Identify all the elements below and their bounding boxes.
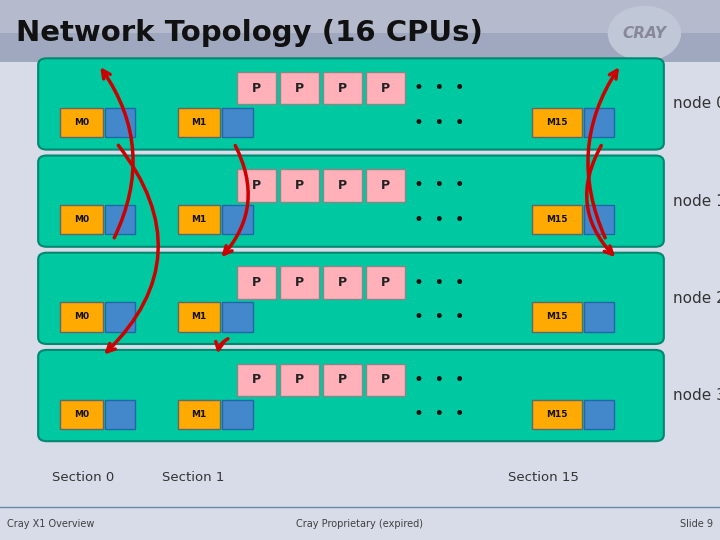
FancyBboxPatch shape xyxy=(178,400,220,429)
FancyBboxPatch shape xyxy=(532,108,582,137)
FancyBboxPatch shape xyxy=(584,205,614,234)
Text: Section 15: Section 15 xyxy=(508,471,579,484)
FancyBboxPatch shape xyxy=(366,266,405,299)
Text: Section 0: Section 0 xyxy=(52,471,114,484)
Text: P: P xyxy=(295,82,304,95)
FancyBboxPatch shape xyxy=(584,400,614,429)
FancyBboxPatch shape xyxy=(60,400,103,429)
FancyBboxPatch shape xyxy=(584,108,614,137)
FancyBboxPatch shape xyxy=(38,350,664,441)
Text: Section 1: Section 1 xyxy=(162,471,224,484)
FancyBboxPatch shape xyxy=(323,72,362,105)
Text: P: P xyxy=(382,373,390,387)
FancyBboxPatch shape xyxy=(222,205,253,234)
FancyBboxPatch shape xyxy=(237,169,276,201)
Text: •  •  •: • • • xyxy=(414,308,464,326)
Text: P: P xyxy=(252,373,261,387)
FancyBboxPatch shape xyxy=(366,364,405,396)
FancyBboxPatch shape xyxy=(105,302,135,332)
FancyBboxPatch shape xyxy=(38,253,664,344)
Text: Cray Proprietary (expired): Cray Proprietary (expired) xyxy=(297,519,423,529)
Text: P: P xyxy=(338,82,347,95)
Text: P: P xyxy=(382,276,390,289)
Text: •  •  •: • • • xyxy=(414,79,464,97)
FancyBboxPatch shape xyxy=(38,58,664,150)
Text: M15: M15 xyxy=(546,215,567,224)
Text: P: P xyxy=(252,82,261,95)
Text: •  •  •: • • • xyxy=(414,371,464,389)
Text: M1: M1 xyxy=(192,313,207,321)
FancyBboxPatch shape xyxy=(178,205,220,234)
Circle shape xyxy=(608,6,680,60)
FancyBboxPatch shape xyxy=(323,364,362,396)
Text: Slide 9: Slide 9 xyxy=(680,519,713,529)
FancyBboxPatch shape xyxy=(222,108,253,137)
Text: M0: M0 xyxy=(74,410,89,418)
FancyBboxPatch shape xyxy=(60,205,103,234)
FancyBboxPatch shape xyxy=(105,108,135,137)
Text: P: P xyxy=(295,276,304,289)
FancyBboxPatch shape xyxy=(38,156,664,247)
FancyBboxPatch shape xyxy=(532,205,582,234)
FancyBboxPatch shape xyxy=(178,302,220,332)
Text: •  •  •: • • • xyxy=(414,113,464,132)
FancyBboxPatch shape xyxy=(280,364,319,396)
FancyBboxPatch shape xyxy=(280,72,319,105)
Text: M0: M0 xyxy=(74,313,89,321)
Text: P: P xyxy=(295,179,304,192)
FancyBboxPatch shape xyxy=(60,302,103,332)
Text: •  •  •: • • • xyxy=(414,274,464,292)
Text: M1: M1 xyxy=(192,410,207,418)
FancyBboxPatch shape xyxy=(222,400,253,429)
Text: M0: M0 xyxy=(74,118,89,127)
Text: node 2: node 2 xyxy=(673,291,720,306)
Text: P: P xyxy=(252,276,261,289)
FancyBboxPatch shape xyxy=(366,72,405,105)
Text: Network Topology (16 CPUs): Network Topology (16 CPUs) xyxy=(16,19,482,48)
FancyBboxPatch shape xyxy=(237,72,276,105)
FancyBboxPatch shape xyxy=(105,205,135,234)
FancyBboxPatch shape xyxy=(178,108,220,137)
Text: P: P xyxy=(252,179,261,192)
FancyBboxPatch shape xyxy=(532,302,582,332)
Text: M15: M15 xyxy=(546,410,567,418)
Text: node 3: node 3 xyxy=(673,388,720,403)
Text: P: P xyxy=(338,373,347,387)
Text: •  •  •: • • • xyxy=(414,405,464,423)
FancyBboxPatch shape xyxy=(323,169,362,201)
Text: •  •  •: • • • xyxy=(414,211,464,229)
FancyBboxPatch shape xyxy=(0,0,720,62)
FancyBboxPatch shape xyxy=(0,0,720,33)
FancyBboxPatch shape xyxy=(237,364,276,396)
FancyBboxPatch shape xyxy=(222,302,253,332)
FancyBboxPatch shape xyxy=(105,400,135,429)
Text: P: P xyxy=(382,82,390,95)
Text: M0: M0 xyxy=(74,215,89,224)
FancyBboxPatch shape xyxy=(280,169,319,201)
Text: M1: M1 xyxy=(192,118,207,127)
Text: CRAY: CRAY xyxy=(622,26,667,41)
Text: P: P xyxy=(295,373,304,387)
Text: node 0: node 0 xyxy=(673,97,720,111)
FancyBboxPatch shape xyxy=(237,266,276,299)
Text: M1: M1 xyxy=(192,215,207,224)
Text: P: P xyxy=(338,179,347,192)
Text: M15: M15 xyxy=(546,118,567,127)
Text: node 1: node 1 xyxy=(673,194,720,208)
FancyBboxPatch shape xyxy=(532,400,582,429)
FancyBboxPatch shape xyxy=(60,108,103,137)
Text: Cray X1 Overview: Cray X1 Overview xyxy=(7,519,94,529)
Text: M15: M15 xyxy=(546,313,567,321)
Text: •  •  •: • • • xyxy=(414,177,464,194)
FancyBboxPatch shape xyxy=(323,266,362,299)
Text: P: P xyxy=(338,276,347,289)
FancyBboxPatch shape xyxy=(280,266,319,299)
Text: P: P xyxy=(382,179,390,192)
FancyBboxPatch shape xyxy=(366,169,405,201)
FancyBboxPatch shape xyxy=(584,302,614,332)
